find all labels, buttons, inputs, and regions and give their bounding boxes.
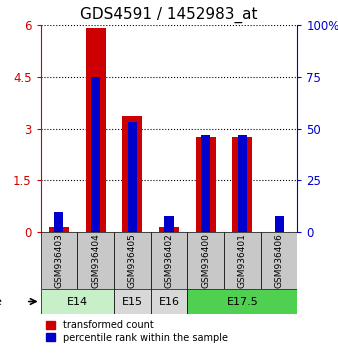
Text: GSM936402: GSM936402 — [165, 233, 173, 288]
Bar — [187, 232, 224, 289]
Bar — [122, 116, 142, 232]
Text: GSM936403: GSM936403 — [54, 233, 64, 288]
Bar — [49, 227, 69, 232]
Text: E15: E15 — [122, 297, 143, 307]
Text: E17.5: E17.5 — [226, 297, 258, 307]
Bar — [41, 232, 77, 289]
Bar — [128, 122, 137, 232]
Bar — [91, 77, 100, 232]
Bar — [77, 232, 114, 289]
Bar — [274, 216, 284, 232]
Text: GSM936405: GSM936405 — [128, 233, 137, 288]
Bar — [54, 212, 64, 232]
Text: GSM936406: GSM936406 — [274, 233, 284, 288]
Bar — [201, 135, 210, 232]
Legend: transformed count, percentile rank within the sample: transformed count, percentile rank withi… — [45, 319, 229, 344]
Text: GSM936404: GSM936404 — [91, 233, 100, 288]
Bar — [164, 216, 174, 232]
Bar — [159, 227, 179, 232]
Text: age: age — [0, 297, 2, 307]
Bar — [86, 28, 106, 232]
Bar — [151, 232, 187, 289]
Bar — [261, 232, 297, 289]
Text: GSM936401: GSM936401 — [238, 233, 247, 288]
Bar — [114, 289, 151, 314]
Text: E16: E16 — [159, 297, 179, 307]
Bar — [232, 137, 252, 232]
Bar — [41, 289, 114, 314]
Bar — [151, 289, 187, 314]
Text: GSM936400: GSM936400 — [201, 233, 210, 288]
Bar — [114, 232, 151, 289]
Bar — [196, 137, 216, 232]
Bar — [224, 232, 261, 289]
Bar — [238, 135, 247, 232]
Title: GDS4591 / 1452983_at: GDS4591 / 1452983_at — [80, 7, 258, 23]
Text: E14: E14 — [67, 297, 88, 307]
Bar — [187, 289, 297, 314]
